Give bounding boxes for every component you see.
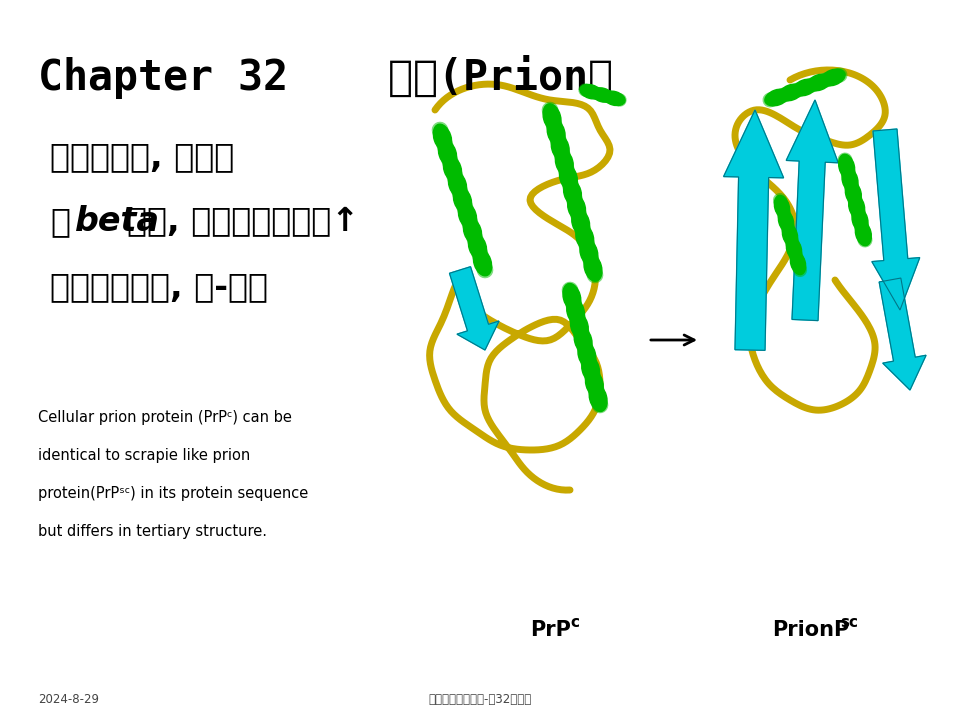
Ellipse shape <box>839 154 854 179</box>
Ellipse shape <box>580 84 602 99</box>
Text: 引起人库鲁病, 克-雅病: 引起人库鲁病, 克-雅病 <box>50 270 268 303</box>
Ellipse shape <box>574 327 592 354</box>
Ellipse shape <box>555 149 573 176</box>
Ellipse shape <box>782 223 798 247</box>
Ellipse shape <box>547 119 565 146</box>
Ellipse shape <box>580 239 598 266</box>
Text: 2024-8-29: 2024-8-29 <box>38 693 99 706</box>
Ellipse shape <box>570 312 588 340</box>
Polygon shape <box>872 129 920 310</box>
Ellipse shape <box>567 194 586 221</box>
Text: Cellular prion protein (PrPᶜ) can be: Cellular prion protein (PrPᶜ) can be <box>38 410 292 425</box>
Ellipse shape <box>786 238 802 261</box>
Ellipse shape <box>849 194 865 219</box>
Ellipse shape <box>584 254 602 282</box>
Polygon shape <box>724 110 783 351</box>
Ellipse shape <box>560 164 577 192</box>
Ellipse shape <box>444 156 462 182</box>
Ellipse shape <box>779 84 804 101</box>
Ellipse shape <box>852 207 868 233</box>
Text: c: c <box>570 615 579 630</box>
Text: 仅有蛋白质, 无核酸: 仅有蛋白质, 无核酸 <box>50 140 234 173</box>
Ellipse shape <box>566 298 585 325</box>
Polygon shape <box>449 266 499 350</box>
Ellipse shape <box>765 89 789 106</box>
Ellipse shape <box>468 233 487 260</box>
Text: identical to scrapie like prion: identical to scrapie like prion <box>38 448 251 463</box>
Ellipse shape <box>473 248 492 276</box>
Ellipse shape <box>448 171 467 198</box>
Ellipse shape <box>578 341 596 369</box>
Ellipse shape <box>564 179 582 206</box>
Ellipse shape <box>779 210 794 233</box>
Ellipse shape <box>543 104 561 131</box>
Ellipse shape <box>586 370 603 397</box>
Text: PrionP: PrionP <box>772 620 850 640</box>
Polygon shape <box>786 100 838 320</box>
Ellipse shape <box>793 79 817 96</box>
Ellipse shape <box>790 251 805 274</box>
Ellipse shape <box>433 124 451 151</box>
Ellipse shape <box>551 134 569 161</box>
Ellipse shape <box>846 181 861 206</box>
Ellipse shape <box>458 202 477 229</box>
Text: protein(PrPˢᶜ) in its protein sequence: protein(PrPˢᶜ) in its protein sequence <box>38 486 308 501</box>
Ellipse shape <box>603 91 625 106</box>
Ellipse shape <box>563 284 581 311</box>
Ellipse shape <box>576 224 594 251</box>
Ellipse shape <box>582 356 600 383</box>
Ellipse shape <box>589 384 607 412</box>
Text: 医学微生物学课件-由32章朘粒: 医学微生物学课件-由32章朘粒 <box>428 693 532 706</box>
Text: 多: 多 <box>50 205 70 238</box>
Text: beta: beta <box>75 205 160 238</box>
Ellipse shape <box>855 221 872 246</box>
Ellipse shape <box>821 69 845 86</box>
Ellipse shape <box>842 168 858 192</box>
Text: Chapter 32    朘粒(Prion）: Chapter 32 朘粒(Prion） <box>38 55 613 99</box>
Text: sc: sc <box>840 615 858 630</box>
Ellipse shape <box>453 186 471 214</box>
Ellipse shape <box>775 195 790 219</box>
Ellipse shape <box>464 217 482 245</box>
Polygon shape <box>879 278 926 390</box>
Ellipse shape <box>439 140 457 167</box>
Ellipse shape <box>591 88 613 102</box>
Text: but differs in tertiary structure.: but differs in tertiary structure. <box>38 524 267 539</box>
Ellipse shape <box>572 209 589 236</box>
Text: 折叠, 对蛋白酶的抗性↑: 折叠, 对蛋白酶的抗性↑ <box>127 205 359 238</box>
Text: PrP: PrP <box>530 620 571 640</box>
Ellipse shape <box>806 74 831 91</box>
